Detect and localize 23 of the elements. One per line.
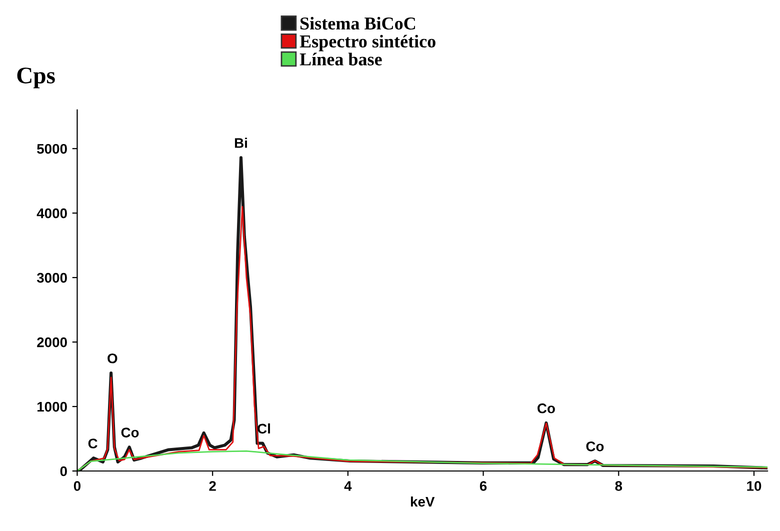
y-tick-label: 5000 [37,144,67,154]
legend-label: Sistema BiCoC [300,16,416,30]
x-tick-label: 2 [209,481,216,491]
x-tick-label: 10 [747,481,762,491]
annotation: O [108,353,118,364]
annotation: Co [121,428,139,438]
annotation: C [88,438,98,448]
y-tick-label: 0 [60,466,67,476]
legend-label: Espectro sintético [300,34,436,52]
annotation: Co [586,441,604,452]
x-tick-label: 6 [480,481,487,491]
y-tick-label: 4000 [36,208,67,218]
y-tick-label: 1000 [37,402,67,412]
legend-label: Línea base [300,52,382,66]
y-tick-label: 2000 [37,337,67,348]
x-tick-label: 0 [74,481,81,491]
annotation: Bi [234,138,247,148]
x-tick-label: 4 [344,481,352,491]
y-tick-label: 3000 [36,272,67,283]
x-tick-label: 8 [615,481,622,491]
x-axis-title: keV [410,496,435,507]
annotation: Co [538,403,555,414]
y-axis-title: Cps [17,68,55,88]
